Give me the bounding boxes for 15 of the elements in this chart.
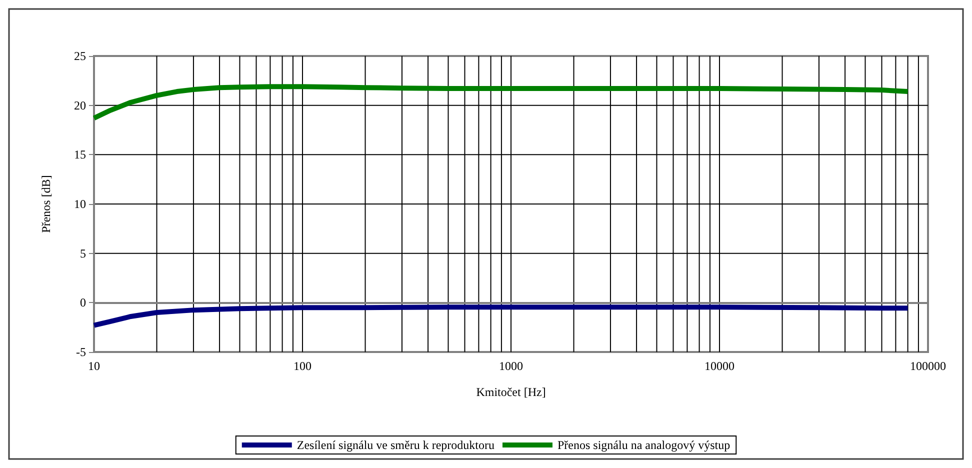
y-tick-label: 15	[74, 148, 86, 162]
x-tick-label: 10000	[704, 359, 734, 373]
x-tick-label: 100	[294, 359, 312, 373]
y-tick-label: 25	[74, 49, 86, 63]
x-axis-title: Kmitočet [Hz]	[476, 385, 546, 399]
x-tick-label: 1000	[499, 359, 523, 373]
y-tick-label: 10	[74, 197, 86, 211]
y-tick-label: -5	[76, 345, 86, 359]
y-tick-label: 5	[80, 246, 86, 260]
y-tick-label: 20	[74, 98, 86, 112]
legend-label: Přenos signálu na analogový výstup	[557, 438, 730, 452]
y-axis-title: Přenos [dB]	[39, 175, 53, 233]
y-tick-label: 0	[80, 296, 86, 310]
legend-label: Zesílení signálu ve směru k reproduktoru	[296, 438, 494, 452]
x-tick-label: 100000	[910, 359, 946, 373]
